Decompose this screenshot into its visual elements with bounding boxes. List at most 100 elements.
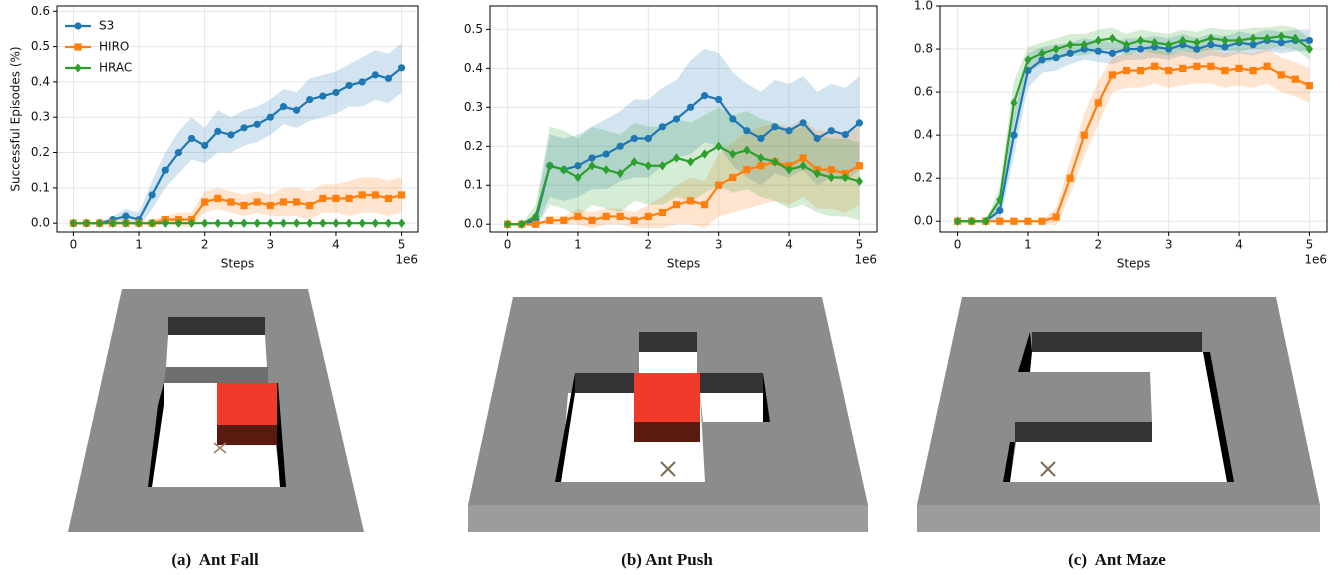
data-point xyxy=(1080,40,1088,50)
data-point xyxy=(574,172,582,183)
x-tick-label: 2 xyxy=(201,238,209,252)
data-point xyxy=(1305,44,1314,54)
y-tick-label: 0.2 xyxy=(464,139,483,153)
plot-frame xyxy=(489,5,878,233)
x-multiplier: 1e6 xyxy=(854,253,877,267)
data-point xyxy=(1151,62,1159,70)
data-point xyxy=(332,194,340,203)
data-point xyxy=(1038,56,1046,64)
data-point xyxy=(799,161,807,171)
data-point xyxy=(345,194,353,203)
legend-marker xyxy=(74,63,82,73)
data-point xyxy=(1094,99,1102,107)
data-point xyxy=(715,181,723,189)
data-point xyxy=(827,127,835,135)
data-point xyxy=(201,218,209,228)
x-tick-label: 0 xyxy=(954,238,962,252)
data-point xyxy=(332,218,340,228)
data-point xyxy=(1108,71,1116,79)
data-point xyxy=(546,216,554,224)
data-point xyxy=(1122,40,1131,50)
data-point xyxy=(616,168,624,179)
data-point xyxy=(715,141,723,151)
data-point xyxy=(332,88,340,97)
data-point xyxy=(397,191,406,199)
data-point xyxy=(729,149,737,159)
x-tick-label: 5 xyxy=(1306,238,1314,252)
y-tick-label: 0.2 xyxy=(31,145,50,159)
data-point xyxy=(96,218,104,228)
data-point xyxy=(187,134,196,143)
data-point xyxy=(644,134,652,143)
data-point xyxy=(1010,98,1018,108)
data-point xyxy=(214,218,222,228)
y-tick-label: 0.4 xyxy=(914,128,933,142)
y-tick-label: 0.0 xyxy=(914,214,933,228)
data-point xyxy=(602,150,610,158)
data-point xyxy=(1221,43,1229,51)
data-point xyxy=(122,218,130,228)
data-point xyxy=(306,201,314,210)
data-point xyxy=(1066,49,1074,57)
data-point xyxy=(799,119,807,127)
data-point xyxy=(743,127,751,135)
data-point xyxy=(109,218,117,228)
data-point xyxy=(1193,37,1201,48)
data-point xyxy=(757,134,765,143)
x-tick-label: 3 xyxy=(715,238,723,252)
data-point xyxy=(996,217,1004,225)
data-point xyxy=(1221,66,1229,75)
y-tick-label: 0.4 xyxy=(31,74,50,88)
x-multiplier: 1e6 xyxy=(1304,253,1327,267)
data-point xyxy=(757,162,765,170)
data-point xyxy=(616,212,624,221)
data-point xyxy=(644,161,652,171)
data-point xyxy=(384,218,393,228)
caption: (b) Ant Push xyxy=(621,550,713,569)
data-point xyxy=(253,198,261,206)
data-point xyxy=(371,218,379,228)
data-point xyxy=(161,218,169,228)
legend-label: HRAC xyxy=(99,61,132,75)
data-point xyxy=(1277,71,1285,79)
data-point xyxy=(1291,33,1299,43)
data-point xyxy=(841,130,849,139)
data-point xyxy=(701,201,709,209)
x-tick-label: 4 xyxy=(332,238,340,252)
data-point xyxy=(757,153,765,163)
data-point xyxy=(266,218,274,228)
data-point xyxy=(1024,55,1032,65)
data-point xyxy=(187,218,196,228)
data-point xyxy=(644,212,652,221)
data-point xyxy=(1277,38,1285,47)
y-tick-label: 1.0 xyxy=(914,0,933,13)
x-axis-label: Steps xyxy=(221,257,255,271)
data-point xyxy=(701,92,709,100)
data-point xyxy=(292,218,301,228)
data-point xyxy=(771,157,779,167)
data-point xyxy=(1277,31,1285,41)
data-point xyxy=(253,120,261,128)
data-point xyxy=(982,216,990,226)
data-point xyxy=(1094,47,1102,55)
data-point xyxy=(1305,36,1314,45)
data-point xyxy=(813,134,821,143)
data-point xyxy=(574,212,582,221)
ant-push-render xyxy=(468,297,868,532)
data-point xyxy=(729,115,737,123)
data-point xyxy=(1263,62,1271,70)
data-point xyxy=(630,134,638,143)
legend-marker xyxy=(74,43,82,51)
y-tick-label: 0.0 xyxy=(31,216,50,230)
data-point xyxy=(319,218,327,228)
data-point xyxy=(588,154,596,162)
y-tick-label: 0.6 xyxy=(31,4,50,18)
x-tick-label: 2 xyxy=(1094,238,1102,252)
error-band xyxy=(507,107,860,229)
data-point xyxy=(201,198,209,206)
data-point xyxy=(201,141,209,150)
error-band xyxy=(507,48,860,229)
data-point xyxy=(1038,217,1046,225)
data-point xyxy=(686,157,695,167)
